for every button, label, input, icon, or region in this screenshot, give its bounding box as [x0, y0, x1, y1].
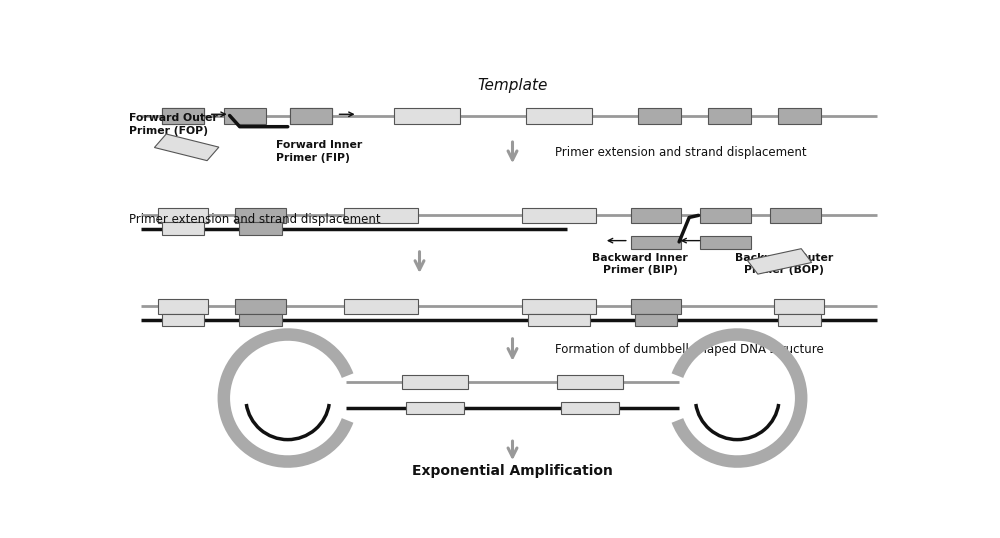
FancyBboxPatch shape	[344, 299, 418, 314]
FancyBboxPatch shape	[162, 109, 204, 124]
Text: Forward Inner
Primer (FIP): Forward Inner Primer (FIP)	[276, 140, 362, 163]
FancyBboxPatch shape	[561, 402, 619, 414]
FancyBboxPatch shape	[557, 376, 623, 388]
FancyBboxPatch shape	[344, 208, 418, 223]
FancyBboxPatch shape	[235, 299, 286, 314]
Text: Backward Inner
Primer (BIP): Backward Inner Primer (BIP)	[592, 253, 688, 275]
FancyBboxPatch shape	[747, 249, 812, 274]
FancyBboxPatch shape	[290, 109, 332, 124]
Text: Exponential Amplification: Exponential Amplification	[412, 464, 613, 478]
Text: Forward Outer
Primer (FOP): Forward Outer Primer (FOP)	[129, 114, 218, 136]
FancyBboxPatch shape	[162, 314, 204, 326]
Text: Formation of dumbbell-shaped DNA structure: Formation of dumbbell-shaped DNA structu…	[555, 343, 824, 356]
FancyBboxPatch shape	[700, 237, 751, 249]
FancyBboxPatch shape	[239, 222, 282, 235]
Text: Backward Outer
Primer (BOP): Backward Outer Primer (BOP)	[735, 253, 833, 275]
FancyBboxPatch shape	[700, 208, 751, 223]
FancyBboxPatch shape	[774, 299, 824, 314]
FancyBboxPatch shape	[631, 237, 681, 249]
FancyBboxPatch shape	[162, 222, 204, 235]
FancyBboxPatch shape	[778, 314, 821, 326]
FancyBboxPatch shape	[394, 109, 460, 124]
FancyBboxPatch shape	[406, 402, 464, 414]
FancyBboxPatch shape	[522, 299, 596, 314]
FancyBboxPatch shape	[638, 109, 681, 124]
FancyBboxPatch shape	[778, 109, 821, 124]
FancyBboxPatch shape	[158, 208, 208, 223]
Text: Template: Template	[477, 78, 548, 93]
FancyBboxPatch shape	[402, 376, 468, 388]
FancyBboxPatch shape	[635, 314, 677, 326]
FancyBboxPatch shape	[526, 109, 592, 124]
FancyBboxPatch shape	[528, 314, 590, 326]
FancyBboxPatch shape	[522, 208, 596, 223]
FancyBboxPatch shape	[708, 109, 751, 124]
FancyBboxPatch shape	[158, 299, 208, 314]
Text: Primer extension and strand displacement: Primer extension and strand displacement	[555, 146, 807, 159]
FancyBboxPatch shape	[631, 299, 681, 314]
FancyBboxPatch shape	[154, 134, 219, 161]
FancyBboxPatch shape	[239, 314, 282, 326]
FancyBboxPatch shape	[162, 109, 204, 124]
FancyBboxPatch shape	[235, 208, 286, 223]
FancyBboxPatch shape	[770, 208, 821, 223]
FancyBboxPatch shape	[290, 109, 332, 124]
FancyBboxPatch shape	[631, 208, 681, 223]
FancyBboxPatch shape	[224, 109, 266, 124]
Text: Primer extension and strand displacement: Primer extension and strand displacement	[129, 214, 380, 226]
